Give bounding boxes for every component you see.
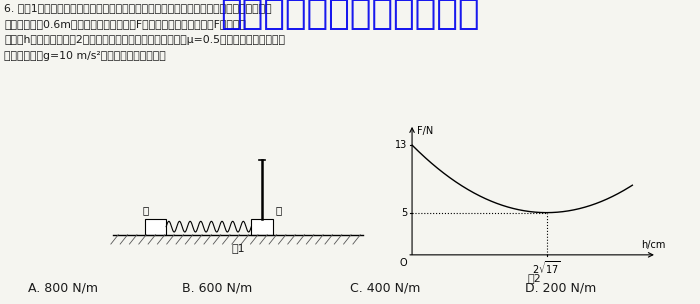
Text: 图1: 图1 xyxy=(231,244,245,254)
Text: 图2: 图2 xyxy=(528,273,541,283)
Text: h/cm: h/cm xyxy=(641,240,666,250)
Text: O: O xyxy=(400,258,407,268)
Bar xyxy=(251,219,272,235)
Text: B. 600 N/m: B. 600 N/m xyxy=(182,281,252,294)
Text: A. 800 N/m: A. 800 N/m xyxy=(28,281,98,294)
Text: 13: 13 xyxy=(395,140,407,150)
Text: D. 200 N/m: D. 200 N/m xyxy=(525,281,596,294)
Text: 甲: 甲 xyxy=(275,206,281,216)
Text: 性限度内。取g=10 m/s²，则弹簧的劲度系数为: 性限度内。取g=10 m/s²，则弹簧的劲度系数为 xyxy=(4,51,166,61)
Text: 乙: 乙 xyxy=(142,206,148,216)
Text: 5: 5 xyxy=(401,208,407,218)
Text: F/N: F/N xyxy=(417,126,433,136)
Text: $2\sqrt{17}$: $2\sqrt{17}$ xyxy=(532,259,561,276)
Text: 6. 如图1所示，物块甲套在固定的粗糙竖直杆上，物块乙固定，用轻弹簧相连，乙在水平面: 6. 如图1所示，物块甲套在固定的粗糙竖直杆上，物块乙固定，用轻弹簧相连，乙在水… xyxy=(4,3,272,13)
Text: 微信公众号关注：赶找答案: 微信公众号关注：赶找答案 xyxy=(220,0,480,31)
Text: 上，两物互距0.6m，对甲施加竖直向上力F，使物块甲能匀速上升，F小与甲上: 上，两物互距0.6m，对甲施加竖直向上力F，使物块甲能匀速上升，F小与甲上 xyxy=(4,19,246,29)
Bar xyxy=(145,219,166,235)
Text: C. 400 N/m: C. 400 N/m xyxy=(350,281,421,294)
Text: 升高度h的关系图像如图2所示。已知物块甲与杆间动摩擦因数μ=0.5，弹簧形变量始终在弹: 升高度h的关系图像如图2所示。已知物块甲与杆间动摩擦因数μ=0.5，弹簧形变量始… xyxy=(4,35,285,45)
